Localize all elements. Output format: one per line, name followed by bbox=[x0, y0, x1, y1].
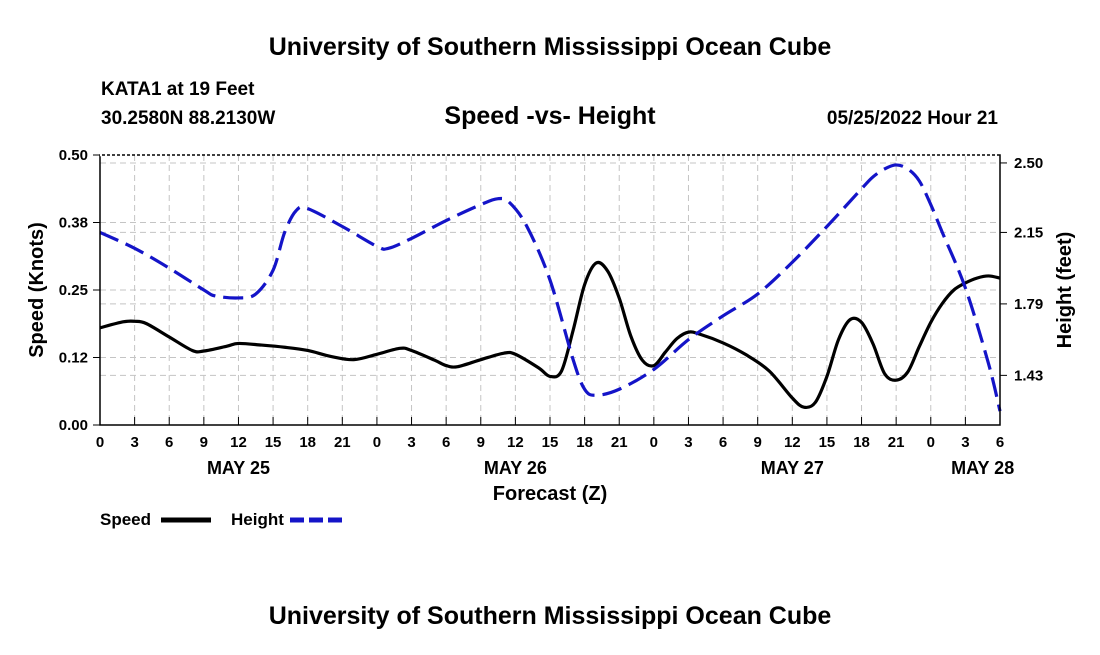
x-tick-label: 0 bbox=[96, 434, 104, 451]
station-label: KATA1 at 19 Feet bbox=[101, 79, 255, 100]
x-tick-label: 18 bbox=[576, 434, 593, 451]
x-tick-label: 21 bbox=[334, 434, 351, 451]
y-right-tick-label: 1.43 bbox=[1014, 367, 1043, 384]
x-tick-label: 15 bbox=[265, 434, 282, 451]
y-left-tick-label: 0.50 bbox=[59, 147, 88, 164]
y-left-tick-label: 0.00 bbox=[59, 417, 88, 434]
series-layer bbox=[99, 163, 1002, 412]
legend: Speed Height bbox=[100, 510, 342, 529]
x-axis-label: Forecast (Z) bbox=[493, 483, 607, 505]
footer-title: University of Southern Mississippi Ocean… bbox=[269, 602, 832, 630]
y-left-tick-label: 0.38 bbox=[59, 215, 88, 232]
x-tick-label: 21 bbox=[888, 434, 905, 451]
x-tick-label: 21 bbox=[611, 434, 628, 451]
x-tick-label: 12 bbox=[507, 434, 524, 451]
coordinates-label: 30.2580N 88.2130W bbox=[101, 108, 275, 129]
legend-speed-label: Speed bbox=[100, 510, 151, 529]
series-line-height bbox=[99, 163, 1002, 412]
x-tick-label: 9 bbox=[754, 434, 762, 451]
x-tick-label: 0 bbox=[927, 434, 935, 451]
day-label: MAY 26 bbox=[484, 458, 547, 478]
x-tick-label: 9 bbox=[200, 434, 208, 451]
x-tick-label: 3 bbox=[961, 434, 969, 451]
chart-title: Speed -vs- Height bbox=[444, 102, 656, 130]
x-tick-label: 3 bbox=[684, 434, 692, 451]
x-tick-label: 6 bbox=[442, 434, 450, 451]
x-tick-label: 15 bbox=[542, 434, 559, 451]
x-tick-label: 6 bbox=[165, 434, 173, 451]
series-line-speed bbox=[99, 260, 1001, 410]
x-tick-label: 15 bbox=[819, 434, 836, 451]
day-label: MAY 27 bbox=[761, 458, 824, 478]
y-axis-left-label: Speed (Knots) bbox=[26, 222, 48, 358]
forecast-datetime: 05/25/2022 Hour 21 bbox=[827, 108, 999, 129]
x-tick-label: 6 bbox=[719, 434, 727, 451]
legend-height-label: Height bbox=[231, 510, 284, 529]
x-tick-label: 12 bbox=[230, 434, 247, 451]
y-axis-right-label: Height (feet) bbox=[1054, 232, 1076, 349]
x-tick-label: 3 bbox=[130, 434, 138, 451]
x-tick-label: 3 bbox=[407, 434, 415, 451]
day-label: MAY 25 bbox=[207, 458, 270, 478]
y-left-tick-label: 0.12 bbox=[59, 350, 88, 367]
x-tick-label: 18 bbox=[853, 434, 870, 451]
y-right-tick-label: 1.79 bbox=[1014, 296, 1043, 313]
day-label: MAY 28 bbox=[951, 458, 1014, 478]
y-right-tick-label: 2.50 bbox=[1014, 155, 1043, 172]
x-tick-label: 9 bbox=[477, 434, 485, 451]
x-tick-label: 0 bbox=[650, 434, 658, 451]
page-title: University of Southern Mississippi Ocean… bbox=[269, 33, 832, 61]
x-tick-label: 6 bbox=[996, 434, 1004, 451]
x-tick-label: 18 bbox=[299, 434, 316, 451]
y-left-tick-label: 0.25 bbox=[59, 282, 88, 299]
axes: 0 3 6 9 12 15 18 21 0 3 6 9 12 15 18 21 0 3 6 9 12 15 18 21 0 3 6 0… bbox=[59, 147, 1043, 478]
grid bbox=[100, 155, 1000, 425]
x-tick-label: 12 bbox=[784, 434, 801, 451]
x-tick-label: 0 bbox=[373, 434, 381, 451]
y-right-tick-label: 2.15 bbox=[1014, 224, 1043, 241]
